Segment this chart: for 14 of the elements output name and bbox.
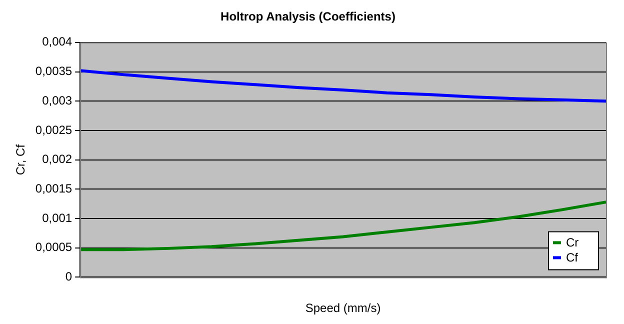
- legend-label: Cf: [566, 250, 579, 265]
- y-tick-label: 0,0005: [35, 240, 72, 254]
- x-axis-title: Speed (mm/s): [305, 301, 381, 316]
- y-tick-label: 0,0025: [35, 122, 72, 137]
- y-axis-title: Cr, Cf: [14, 144, 28, 176]
- legend-label: Cr: [566, 236, 579, 250]
- y-tick-label: 0,004: [42, 34, 72, 49]
- y-tick-label: 0,003: [42, 93, 72, 108]
- y-tick-label: 0,001: [42, 210, 72, 225]
- y-tick-label: 0: [65, 270, 72, 284]
- y-tick-label: 0,002: [42, 152, 72, 166]
- chart-title: Holtrop Analysis (Coefficients): [220, 10, 396, 24]
- y-tick-label: 0,0035: [35, 64, 72, 78]
- y-tick-label: 0,0015: [35, 181, 72, 196]
